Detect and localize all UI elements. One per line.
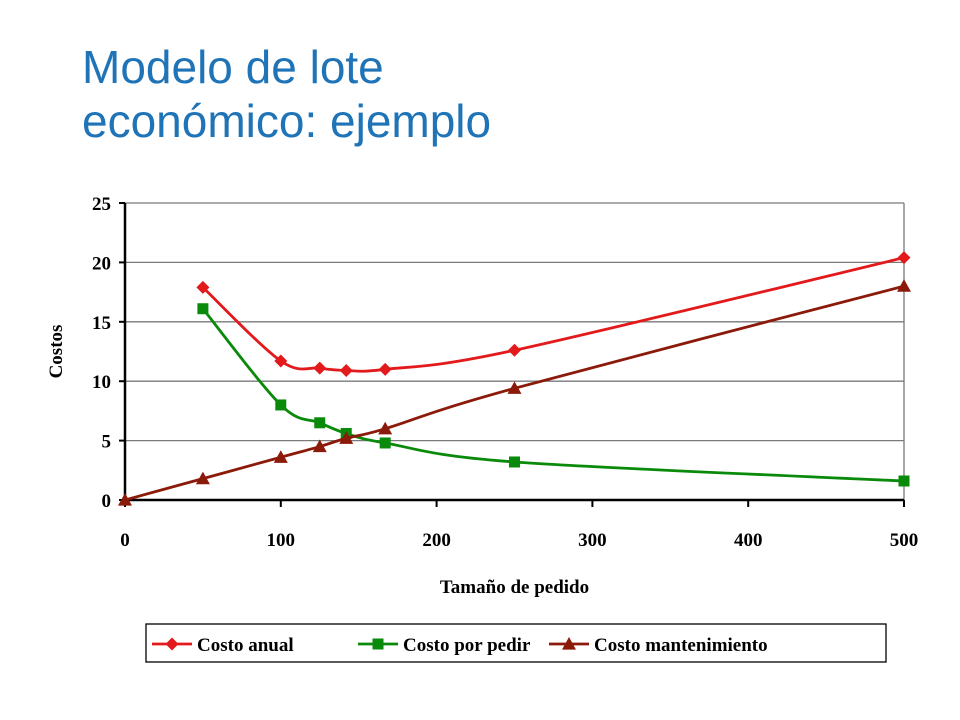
data-point [274, 354, 288, 368]
legend-label: Costo por pedir [403, 635, 531, 656]
x-axis-label: Tamaño de pedido [440, 577, 589, 598]
y-tick-label: 0 [102, 491, 112, 512]
data-point [378, 362, 392, 376]
data-point [339, 364, 353, 378]
x-tick-label: 300 [578, 530, 607, 551]
data-point [273, 450, 288, 463]
x-tick-label: 0 [120, 530, 130, 551]
data-point [196, 280, 210, 294]
data-point [509, 456, 520, 468]
data-point [197, 303, 209, 315]
y-tick-label: 20 [92, 253, 111, 274]
data-point [195, 471, 210, 485]
data-point [314, 417, 326, 429]
x-tick-label: 100 [267, 530, 296, 551]
data-point [312, 439, 327, 453]
data-point [897, 251, 911, 265]
data-point [275, 399, 287, 411]
data-point [507, 381, 522, 394]
title-line-1: Modelo de lote [82, 41, 384, 93]
y-axis-label: Costos [46, 325, 67, 379]
series-lines [118, 251, 911, 506]
data-point [339, 431, 354, 444]
data-point [508, 343, 521, 357]
legend-box [145, 623, 887, 663]
legend-marker [165, 637, 179, 651]
y-tick-label: 10 [92, 372, 111, 393]
slide-title: Modelo de lote económico: ejemplo [82, 40, 491, 148]
x-tick-label: 400 [734, 530, 763, 551]
data-point [378, 421, 393, 435]
series-line [124, 284, 905, 502]
data-point [118, 493, 132, 506]
legend-label: Costo mantenimiento [594, 635, 768, 656]
title-line-2: económico: ejemplo [82, 95, 492, 147]
series-line [201, 307, 905, 483]
x-tick-label: 200 [422, 530, 451, 551]
data-point [313, 361, 327, 375]
legend: Costo anual Costo por pedir Costo mantenim… [145, 623, 887, 663]
legend-marker [372, 638, 384, 650]
legend-label: Costo anual [197, 635, 294, 656]
data-point [379, 437, 391, 449]
y-tick-label: 5 [102, 432, 112, 453]
y-tick-label: 25 [92, 194, 111, 215]
legend-marker [562, 637, 576, 650]
data-point [897, 279, 911, 292]
series-2 [118, 279, 911, 506]
series-1 [197, 303, 910, 487]
series-0 [196, 251, 911, 378]
data-point [898, 475, 910, 487]
axes: 0 5 10 15 20 25 0 100 200 300 400 500 [92, 194, 918, 551]
x-tick-label: 500 [890, 530, 919, 551]
y-tick-label: 15 [92, 313, 111, 334]
